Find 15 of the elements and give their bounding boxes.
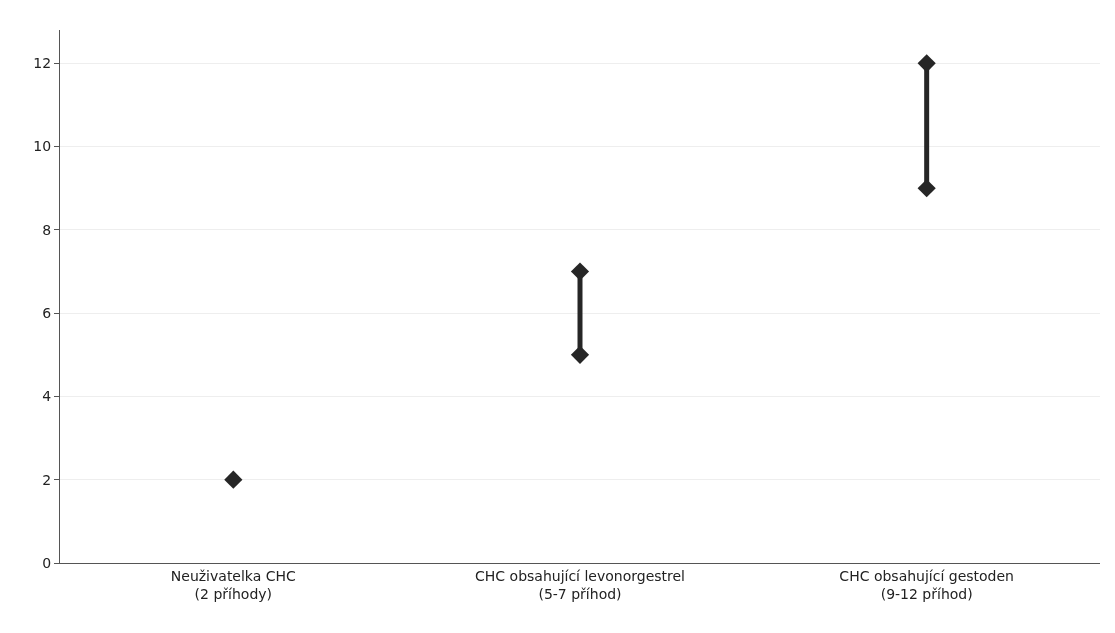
point (570, 345, 590, 364)
x-tick-label: CHC obsahující levonorgestrel (5-7 příhod) (475, 567, 685, 602)
y-tick-label: 2 (42, 471, 52, 488)
x-tick-label: CHC obsahující gestoden (9-12 příhod) (839, 567, 1014, 602)
point (224, 470, 243, 489)
point (570, 262, 590, 281)
point (917, 179, 936, 198)
y-tick-label: 8 (42, 221, 52, 238)
y-tick-label: 0 (42, 554, 52, 571)
y-tick-label: 6 (42, 305, 52, 322)
x-tick-label: Neuživatelka CHC (2 příhody) (170, 567, 297, 602)
point (917, 54, 936, 73)
y-tick-label: 12 (33, 55, 52, 72)
y-tick-label: 10 (33, 138, 52, 155)
y-tick-label: 4 (42, 388, 52, 405)
